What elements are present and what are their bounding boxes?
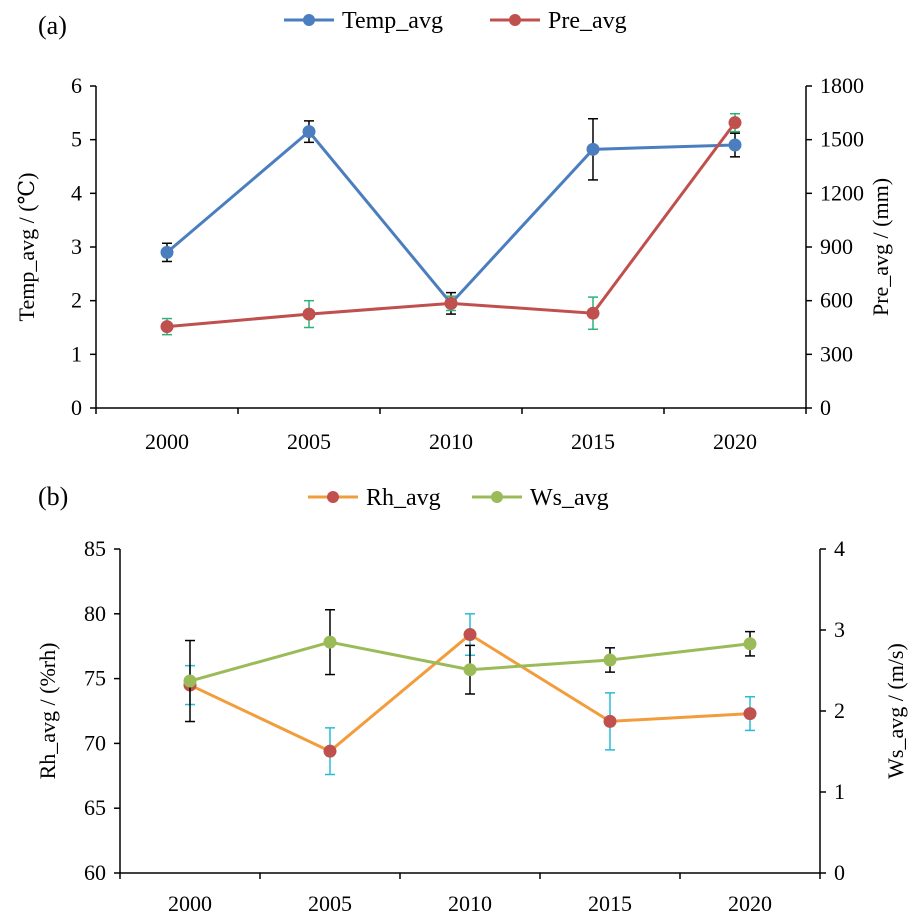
x-tick-label: 2020 bbox=[728, 891, 772, 916]
x-tick-label: 2010 bbox=[448, 891, 492, 916]
legend-b: Rh_avg Ws_avg bbox=[308, 485, 609, 511]
series-temp bbox=[160, 117, 742, 315]
panel-label-a: (a) bbox=[38, 11, 67, 40]
x-tick-label: 2015 bbox=[571, 429, 615, 454]
panel-b: (b) Rh_avg Ws_avg 60 65 70 75 80 85 0 1 2 3 4 2000 2… bbox=[35, 482, 908, 916]
x-tick-label: 2010 bbox=[429, 429, 473, 454]
point-rh bbox=[603, 714, 617, 728]
point-pre bbox=[444, 296, 458, 310]
series-line-temp bbox=[166, 129, 736, 306]
y-right-tick-label: 3 bbox=[834, 617, 845, 642]
point-rh bbox=[463, 628, 477, 642]
panel-a: (a) Temp_avg Pre_avg 0 1 2 3 4 5 6 0 300 600 900 12… bbox=[14, 8, 893, 454]
x-tick-label: 2005 bbox=[287, 429, 331, 454]
legend-label-temp: Temp_avg bbox=[342, 8, 443, 34]
series-b bbox=[183, 609, 757, 776]
y-right-tick-label: 600 bbox=[820, 288, 853, 313]
y-left-tick-label: 70 bbox=[84, 730, 106, 755]
y-left-tick-label: 5 bbox=[71, 127, 82, 152]
panel-label-b: (b) bbox=[38, 482, 68, 511]
y-right-axis-title: Pre_avg / (mm) bbox=[868, 178, 893, 316]
x-tick-label: 2000 bbox=[168, 891, 212, 916]
y-right-tick-label: 1200 bbox=[820, 180, 864, 205]
y-right-tick-label: 4 bbox=[834, 536, 845, 561]
point-temp bbox=[302, 125, 316, 139]
y-left-tick-label: 65 bbox=[84, 795, 106, 820]
y-right-tick-label: 900 bbox=[820, 234, 853, 259]
y-right-tick-label: 0 bbox=[834, 860, 845, 885]
point-temp bbox=[160, 245, 174, 259]
y-left-axis-title: Temp_avg / (℃) bbox=[14, 173, 39, 322]
y-right-tick-label: 0 bbox=[820, 395, 831, 420]
legend-marker-ws bbox=[491, 491, 503, 503]
y-right-axis-title: Ws_avg / (m/s) bbox=[883, 643, 908, 779]
x-tick-label: 2000 bbox=[145, 429, 189, 454]
point-ws bbox=[743, 637, 757, 651]
y-right-tick-label: 1500 bbox=[820, 127, 864, 152]
y-left-tick-label: 2 bbox=[71, 288, 82, 313]
point-rh bbox=[323, 744, 337, 758]
point-ws bbox=[323, 635, 337, 649]
point-ws bbox=[603, 653, 617, 667]
point-rh bbox=[743, 707, 757, 721]
y-left-tick-label: 75 bbox=[84, 666, 106, 691]
y-left-tick-label: 6 bbox=[71, 73, 82, 98]
point-temp bbox=[586, 142, 600, 156]
legend-label-rh: Rh_avg bbox=[366, 485, 441, 511]
legend-item-rh: Rh_avg bbox=[308, 485, 441, 511]
series-ws bbox=[183, 609, 757, 723]
legend-label-pre: Pre_avg bbox=[548, 8, 627, 34]
x-tick-label: 2005 bbox=[308, 891, 352, 916]
legend-a: Temp_avg Pre_avg bbox=[284, 8, 627, 34]
y-right-tick-label: 2 bbox=[834, 698, 845, 723]
y-left-tick-label: 0 bbox=[71, 395, 82, 420]
series-a bbox=[160, 112, 742, 336]
legend-item-pre: Pre_avg bbox=[490, 8, 627, 34]
y-left-axis-title: Rh_avg / (%rh) bbox=[35, 643, 60, 780]
point-ws bbox=[463, 663, 477, 677]
legend-item-ws: Ws_avg bbox=[472, 485, 609, 511]
point-pre bbox=[302, 307, 316, 321]
point-ws bbox=[183, 674, 197, 688]
legend-marker-rh bbox=[327, 491, 339, 503]
axes-b: 60 65 70 75 80 85 0 1 2 3 4 2000 2005 2010 2015 2020 Rh_… bbox=[35, 536, 908, 916]
point-pre bbox=[160, 320, 174, 334]
y-left-tick-label: 60 bbox=[84, 860, 106, 885]
y-left-tick-label: 3 bbox=[71, 234, 82, 259]
x-tick-label: 2015 bbox=[588, 891, 632, 916]
legend-marker-temp bbox=[303, 14, 315, 26]
legend-item-temp: Temp_avg bbox=[284, 8, 443, 34]
series-pre bbox=[160, 112, 742, 336]
y-right-tick-label: 300 bbox=[820, 341, 853, 366]
y-right-tick-label: 1800 bbox=[820, 73, 864, 98]
legend-label-ws: Ws_avg bbox=[530, 485, 609, 511]
point-pre bbox=[728, 116, 742, 130]
y-right-tick-label: 1 bbox=[834, 779, 845, 804]
axes-a: 0 1 2 3 4 5 6 0 300 600 900 1200 1500 1800 2000 2005 201… bbox=[14, 73, 893, 454]
y-left-tick-label: 80 bbox=[84, 601, 106, 626]
y-left-tick-label: 4 bbox=[71, 180, 82, 205]
x-tick-label: 2020 bbox=[713, 429, 757, 454]
y-left-tick-label: 1 bbox=[71, 341, 82, 366]
legend-marker-pre bbox=[509, 14, 521, 26]
y-left-tick-label: 85 bbox=[84, 536, 106, 561]
point-pre bbox=[586, 306, 600, 320]
point-temp bbox=[728, 138, 742, 152]
